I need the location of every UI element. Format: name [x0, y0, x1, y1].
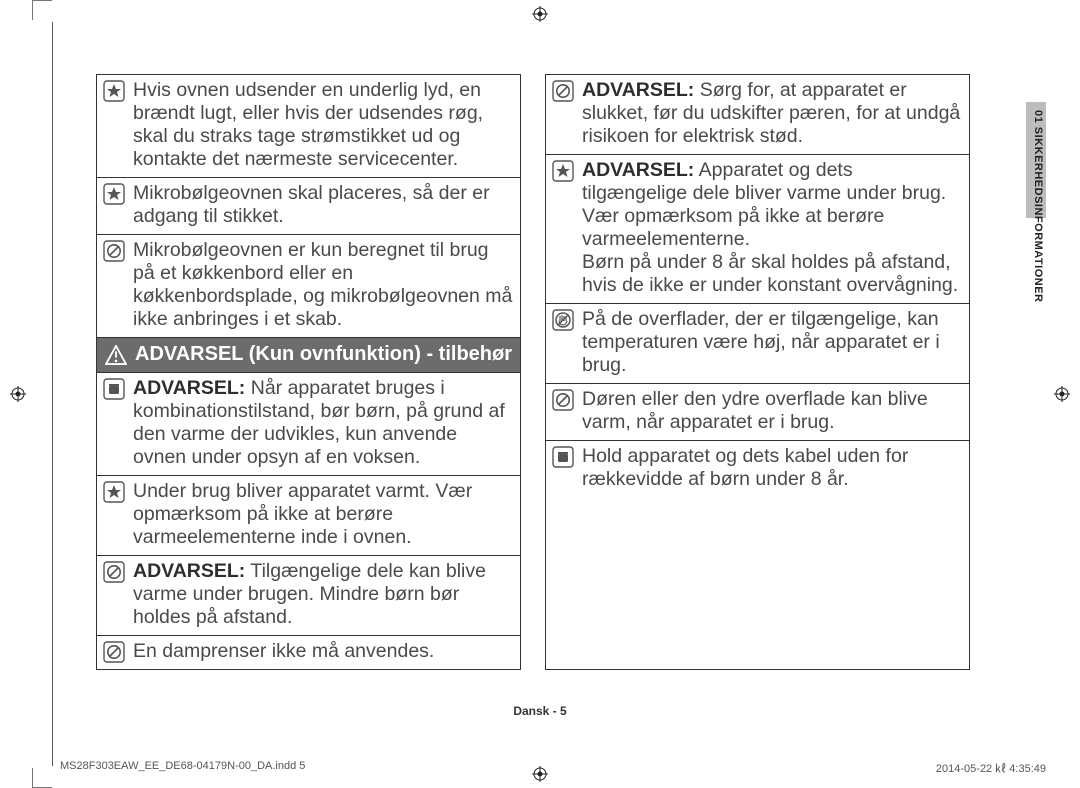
content-row: På de overflader, der er tilgængelige, k…	[546, 303, 969, 383]
footer-filename: MS28F303EAW_EE_DE68-04179N-00_DA.indd 5	[60, 760, 305, 776]
square-icon	[103, 378, 127, 400]
content-row: ADVARSEL: Sørg for, at apparatet er sluk…	[546, 74, 969, 154]
registration-mark-left-icon	[10, 386, 26, 402]
content-text: Under brug bliver apparatet varmt. Vær o…	[133, 480, 514, 549]
warning-header: ADVARSEL (Kun ovnfunktion) - tilbehør	[97, 337, 520, 372]
content-text: ADVARSEL: Sørg for, at apparatet er sluk…	[582, 79, 963, 148]
trim-line-left	[52, 22, 53, 766]
content-text: Mikrobølgeovnen skal placeres, så der er…	[133, 182, 514, 228]
content-text: Hold apparatet og dets kabel uden for ræ…	[582, 445, 963, 491]
content-row: ADVARSEL: Apparatet og dets tilgængelige…	[546, 154, 969, 303]
nocircle-icon	[103, 561, 127, 583]
content-text: Døren eller den ydre overflade kan blive…	[582, 388, 963, 434]
content-text: ADVARSEL: Apparatet og dets tilgængelige…	[582, 159, 963, 297]
section-side-tab: 01 SIKKERHEDSINFORMATIONER	[1026, 102, 1046, 474]
registration-mark-right-icon	[1054, 386, 1070, 402]
side-tab-label: 01 SIKKERHEDSINFORMATIONER	[1032, 110, 1044, 302]
warning-triangle-icon	[105, 345, 127, 365]
page-content: Hvis ovnen udsender en underlig lyd, en …	[96, 74, 970, 670]
content-text: På de overflader, der er tilgængelige, k…	[582, 308, 963, 377]
nocircle-icon	[552, 80, 576, 102]
content-row: En damprenser ikke må anvendes.	[97, 635, 520, 669]
crop-mark-tl	[32, 0, 52, 20]
nocircle-icon	[103, 641, 127, 663]
page-footer-row: MS28F303EAW_EE_DE68-04179N-00_DA.indd 5 …	[60, 760, 1046, 776]
registration-mark-top-icon	[532, 6, 548, 22]
content-text: Mikrobølgeovnen er kun beregnet til brug…	[133, 239, 514, 331]
content-row: Døren eller den ydre overflade kan blive…	[546, 383, 969, 440]
content-row: Mikrobølgeovnen er kun beregnet til brug…	[97, 234, 520, 337]
content-text: ADVARSEL: Når apparatet bruges i kombina…	[133, 377, 514, 469]
content-row: ADVARSEL: Når apparatet bruges i kombina…	[97, 372, 520, 475]
warning-header-text: ADVARSEL (Kun ovnfunktion) - tilbehør	[135, 343, 512, 366]
content-row: ADVARSEL: Tilgængelige dele kan blive va…	[97, 555, 520, 635]
page-footer-center: Dansk - 5	[0, 704, 1080, 718]
column-left: Hvis ovnen udsender en underlig lyd, en …	[96, 74, 521, 670]
content-row: Under brug bliver apparatet varmt. Vær o…	[97, 475, 520, 555]
footer-timestamp: 2014-05-22 ㎘ 4:35:49	[936, 760, 1046, 776]
column-right: ADVARSEL: Sørg for, at apparatet er sluk…	[545, 74, 970, 670]
star-icon	[552, 160, 576, 182]
content-text: En damprenser ikke må anvendes.	[133, 640, 514, 663]
star-icon	[103, 481, 127, 503]
content-text: Hvis ovnen udsender en underlig lyd, en …	[133, 79, 514, 171]
content-row: Hold apparatet og dets kabel uden for ræ…	[546, 440, 969, 497]
content-text: ADVARSEL: Tilgængelige dele kan blive va…	[133, 560, 514, 629]
crop-mark-bl	[32, 768, 52, 788]
square-icon	[552, 446, 576, 468]
content-row: Mikrobølgeovnen skal placeres, så der er…	[97, 177, 520, 234]
nocircle-icon	[103, 240, 127, 262]
content-row: Hvis ovnen udsender en underlig lyd, en …	[97, 74, 520, 177]
star-icon	[103, 183, 127, 205]
notouch-icon	[552, 309, 576, 331]
nocircle-icon	[552, 389, 576, 411]
star-icon	[103, 80, 127, 102]
